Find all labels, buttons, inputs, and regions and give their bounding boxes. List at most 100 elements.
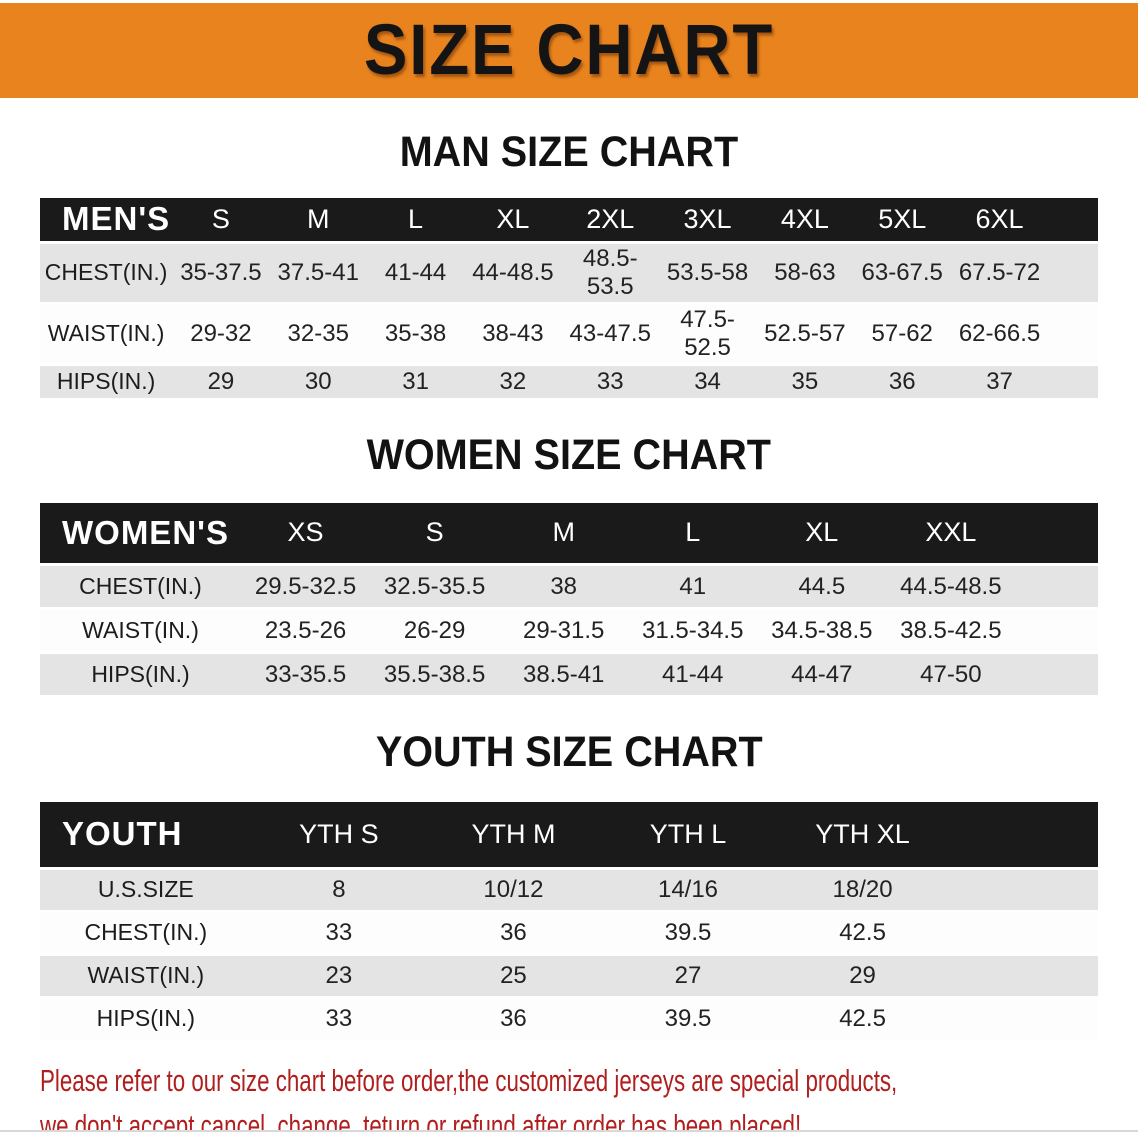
size-value: 47-50 xyxy=(886,652,1016,697)
size-value: 29-32 xyxy=(172,303,270,364)
size-value: 29 xyxy=(775,954,950,997)
size-column-header: S xyxy=(172,198,270,242)
spacer-cell xyxy=(1048,303,1098,364)
size-value: 32.5-35.5 xyxy=(370,564,500,609)
man-size-chart-section: MAN SIZE CHART MEN'S S M L XL 2XL 3XL 4XL 5XL 6XL… xyxy=(0,128,1138,401)
size-value: 58-63 xyxy=(756,242,854,303)
size-value: 29-31.5 xyxy=(499,608,629,653)
women-section-title: WOMEN SIZE CHART xyxy=(0,431,1138,479)
size-value: 35.5-38.5 xyxy=(370,652,500,697)
size-chart-banner: SIZE CHART xyxy=(0,3,1138,98)
row-label: WAIST(IN.) xyxy=(40,608,242,653)
size-value: 31 xyxy=(366,364,465,399)
size-column-header: S xyxy=(370,502,500,565)
row-label: HIPS(IN.) xyxy=(40,997,252,1040)
men-size-table: MEN'S S M L XL 2XL 3XL 4XL 5XL 6XL CHEST(IN.) 35-37… xyxy=(40,198,1098,401)
size-column-header: YTH M xyxy=(426,802,601,868)
measurement-row: WAIST(IN.) 23 25 27 29 xyxy=(40,954,1098,997)
measurement-row: WAIST(IN.) 29-32 32-35 35-38 38-43 43-47.5 47.… xyxy=(40,303,1098,364)
size-value: 39.5 xyxy=(600,997,776,1040)
size-value: 35-37.5 xyxy=(172,242,270,303)
size-value: 18/20 xyxy=(775,868,950,911)
bottom-edge-strip xyxy=(0,1130,1138,1132)
table-header-row: WOMEN'S XS S M L XL XXL xyxy=(40,502,1098,565)
size-value: 44.5-48.5 xyxy=(886,564,1016,609)
table-corner-label: YOUTH xyxy=(40,802,252,868)
size-column-header: YTH XL xyxy=(775,802,950,868)
size-value: 37 xyxy=(950,364,1049,399)
spacer-cell xyxy=(949,868,1098,911)
spacer-cell xyxy=(949,954,1098,997)
table-header-row: MEN'S S M L XL 2XL 3XL 4XL 5XL 6XL xyxy=(40,198,1098,242)
size-value: 27 xyxy=(600,954,776,997)
row-label: WAIST(IN.) xyxy=(40,954,252,997)
size-value: 37.5-41 xyxy=(269,242,367,303)
spacer-cell xyxy=(1015,608,1098,653)
size-column-header: M xyxy=(499,502,629,565)
size-value: 35-38 xyxy=(366,303,465,364)
size-value: 42.5 xyxy=(775,911,950,954)
size-value: 38-43 xyxy=(464,303,562,364)
size-value: 44-47 xyxy=(757,652,887,697)
size-value: 25 xyxy=(426,954,601,997)
youth-size-chart-section: YOUTH SIZE CHART YOUTH YTH S YTH M YTH L YTH… xyxy=(0,728,1138,1042)
table-header-row: YOUTH YTH S YTH M YTH L YTH XL xyxy=(40,802,1098,868)
women-size-table: WOMEN'S XS S M L XL XXL CHEST(IN.) 29.5-32.5 32.5… xyxy=(40,502,1098,699)
spacer-cell xyxy=(1048,364,1098,399)
size-column-header: 5XL xyxy=(853,198,951,242)
size-column-header: XXL xyxy=(886,502,1016,565)
size-value: 33 xyxy=(561,364,659,399)
size-value: 14/16 xyxy=(600,868,776,911)
size-column-header: L xyxy=(628,502,758,565)
row-label: CHEST(IN.) xyxy=(40,564,242,609)
measurement-row: CHEST(IN.) 33 36 39.5 42.5 xyxy=(40,911,1098,954)
row-label: WAIST(IN.) xyxy=(40,303,173,364)
size-value: 39.5 xyxy=(600,911,776,954)
spacer-cell xyxy=(1048,198,1098,242)
spacer-cell xyxy=(1015,652,1098,697)
spacer-cell xyxy=(949,802,1098,868)
size-value: 29.5-32.5 xyxy=(241,564,371,609)
measurement-row: HIPS(IN.) 33-35.5 35.5-38.5 38.5-41 41-44 44-… xyxy=(40,652,1098,697)
page-title: SIZE CHART xyxy=(363,11,775,90)
size-value: 38.5-41 xyxy=(499,652,629,697)
size-value: 41-44 xyxy=(628,652,758,697)
spacer-cell xyxy=(949,997,1098,1040)
size-value: 44-48.5 xyxy=(464,242,562,303)
size-value: 44.5 xyxy=(757,564,887,609)
size-value: 35 xyxy=(756,364,854,399)
measurement-row: U.S.SIZE 8 10/12 14/16 18/20 xyxy=(40,868,1098,911)
size-value: 62-66.5 xyxy=(950,303,1049,364)
row-label: U.S.SIZE xyxy=(40,868,252,911)
row-label: HIPS(IN.) xyxy=(40,652,242,697)
man-section-title-text: MAN SIZE CHART xyxy=(399,128,739,176)
measurement-row: HIPS(IN.) 33 36 39.5 42.5 xyxy=(40,997,1098,1040)
spacer-cell xyxy=(1015,564,1098,609)
row-label: HIPS(IN.) xyxy=(40,364,173,399)
size-column-header: M xyxy=(269,198,367,242)
size-value: 29 xyxy=(172,364,270,399)
size-value: 36 xyxy=(426,997,601,1040)
youth-section-title: YOUTH SIZE CHART xyxy=(0,728,1138,776)
size-column-header: YTH S xyxy=(251,802,427,868)
size-value: 32-35 xyxy=(269,303,367,364)
spacer-cell xyxy=(1048,242,1098,303)
size-value: 57-62 xyxy=(853,303,951,364)
disclaimer-line-2: we don't accept cancel, change, teturn o… xyxy=(40,1107,802,1132)
size-value: 23 xyxy=(251,954,427,997)
size-column-header: XL xyxy=(757,502,887,565)
size-value: 38 xyxy=(499,564,629,609)
size-value: 36 xyxy=(853,364,951,399)
measurement-row: WAIST(IN.) 23.5-26 26-29 29-31.5 31.5-34.5 34… xyxy=(40,608,1098,653)
spacer-cell xyxy=(949,911,1098,954)
size-value: 38.5-42.5 xyxy=(886,608,1016,653)
youth-size-table: YOUTH YTH S YTH M YTH L YTH XL U.S.SIZE 8 10/12… xyxy=(40,802,1098,1042)
disclaimer-line-1: Please refer to our size chart before or… xyxy=(40,1062,898,1098)
table-corner-label: MEN'S xyxy=(40,198,173,242)
size-value: 34.5-38.5 xyxy=(757,608,887,653)
size-value: 26-29 xyxy=(370,608,500,653)
size-value: 36 xyxy=(426,911,601,954)
size-value: 31.5-34.5 xyxy=(628,608,758,653)
size-column-header: 6XL xyxy=(950,198,1049,242)
size-value: 30 xyxy=(269,364,367,399)
